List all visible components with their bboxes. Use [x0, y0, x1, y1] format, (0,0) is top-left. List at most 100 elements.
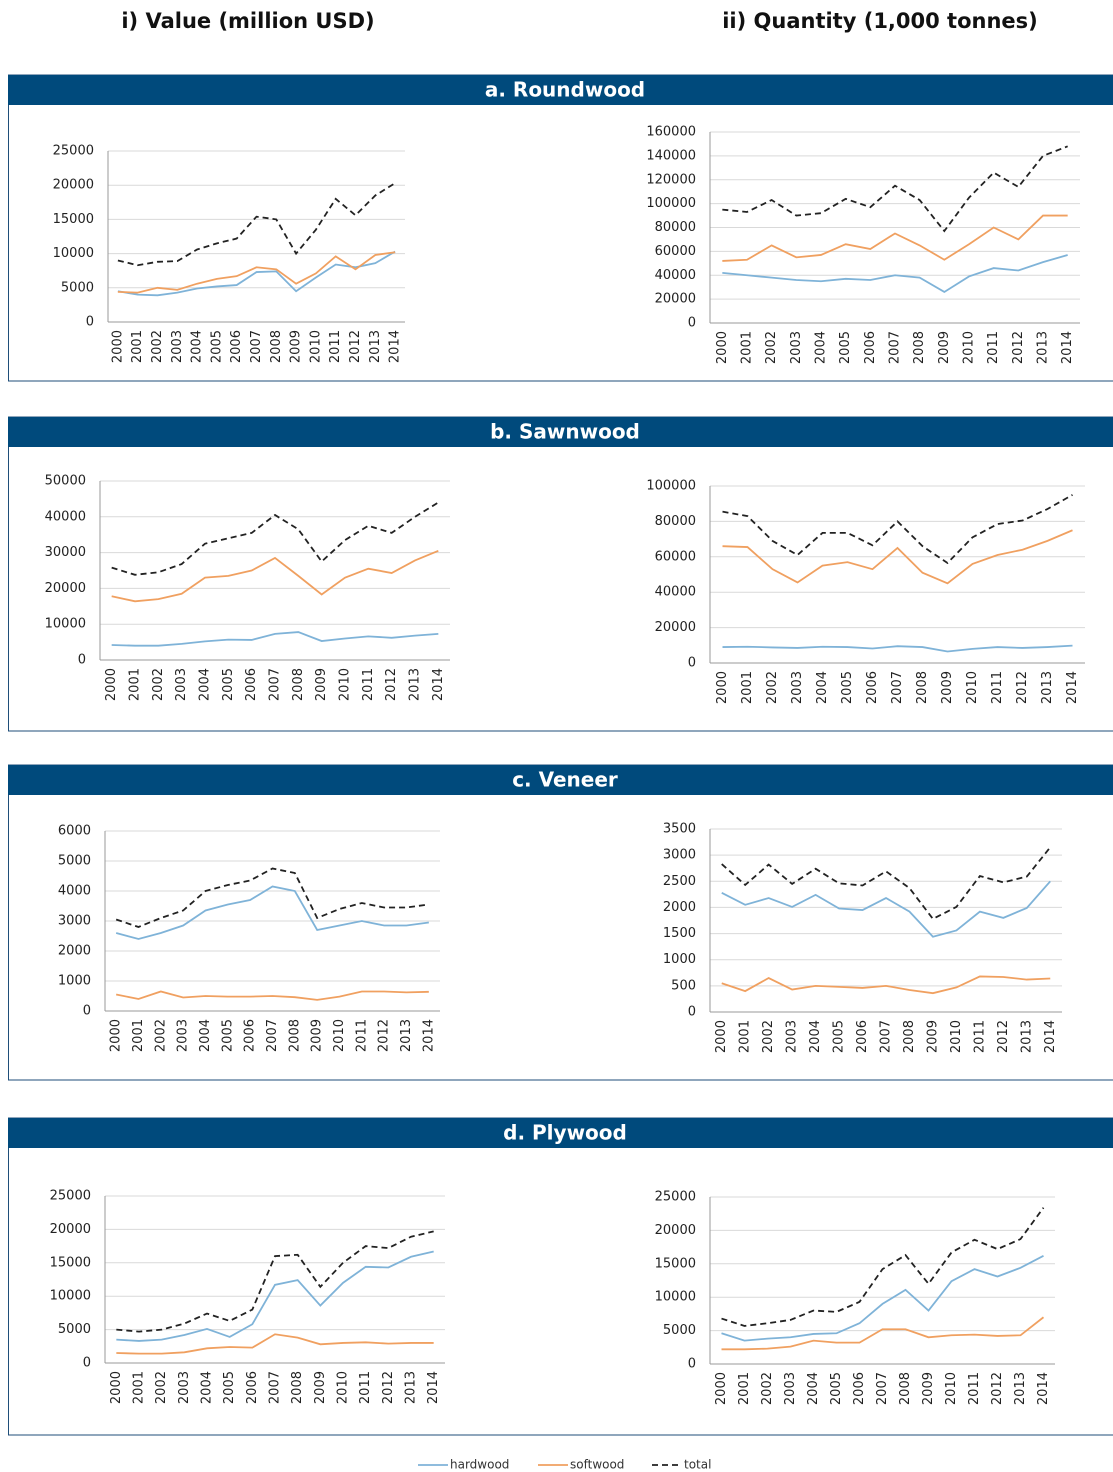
x-tick-label: 2004	[806, 1372, 821, 1405]
x-tick-label: 2008	[912, 331, 927, 364]
y-tick-label: 500	[671, 978, 696, 993]
y-tick-label: 20000	[655, 620, 696, 635]
x-tick-label: 2014	[1036, 1372, 1051, 1405]
x-tick-label: 2005	[221, 668, 236, 701]
section-title: c. Veneer	[512, 768, 618, 792]
series-line	[721, 1207, 1045, 1327]
y-tick-label: 0	[688, 316, 696, 331]
x-tick-label: 2006	[245, 1371, 260, 1404]
x-tick-label: 2002	[764, 331, 779, 364]
x-tick-label: 2012	[1011, 331, 1026, 364]
series-line	[722, 254, 1068, 294]
x-tick-label: 2010	[338, 668, 353, 701]
y-tick-label: 20000	[45, 581, 86, 596]
x-tick-label: 2013	[404, 1371, 419, 1404]
x-tick-label: 2006	[855, 1020, 870, 1053]
x-tick-label: 2005	[829, 1372, 844, 1405]
x-tick-label: 2008	[290, 1371, 305, 1404]
section-header	[8, 75, 1113, 105]
x-tick-label: 2012	[996, 1020, 1011, 1053]
x-tick-label: 2001	[131, 1019, 146, 1052]
y-tick-label: 5000	[663, 1323, 696, 1338]
x-tick-label: 2000	[109, 1019, 124, 1052]
series-line	[115, 885, 429, 940]
x-tick-label: 2008	[287, 1019, 302, 1052]
x-tick-label: 2007	[890, 671, 905, 704]
y-tick-label: 5000	[58, 1322, 91, 1337]
x-tick-label: 2013	[1036, 331, 1051, 364]
y-tick-label: 25000	[50, 1189, 91, 1204]
x-tick-label: 2007	[888, 331, 903, 364]
x-tick-label: 2003	[783, 1372, 798, 1405]
x-tick-label: 2004	[814, 331, 829, 364]
y-tick-label: 40000	[655, 585, 696, 600]
x-tick-label: 2013	[368, 330, 383, 363]
x-tick-label: 2000	[714, 1020, 729, 1053]
x-tick-label: 2001	[737, 1372, 752, 1405]
series-line	[111, 549, 439, 603]
x-tick-label: 2004	[198, 668, 213, 701]
x-tick-label: 2005	[220, 1019, 235, 1052]
section-title: d. Plywood	[503, 1121, 627, 1145]
x-tick-label: 2011	[967, 1372, 982, 1405]
section-title: a. Roundwood	[485, 78, 645, 102]
x-tick-label: 2011	[986, 331, 1001, 364]
series-line	[115, 867, 429, 928]
x-tick-label: 2006	[863, 331, 878, 364]
x-tick-label: 2008	[902, 1020, 917, 1053]
x-tick-label: 2005	[222, 1371, 237, 1404]
x-tick-label: 2010	[336, 1371, 351, 1404]
series-line	[116, 1333, 434, 1355]
y-tick-label: 0	[86, 315, 94, 330]
x-tick-label: 2001	[128, 668, 143, 701]
section-title: b. Sawnwood	[490, 420, 640, 444]
x-tick-label: 2006	[243, 1019, 258, 1052]
series-line	[721, 975, 1051, 995]
x-tick-label: 2014	[431, 668, 446, 701]
series-line	[722, 644, 1073, 653]
y-tick-label: 25000	[53, 144, 94, 159]
x-tick-label: 2001	[738, 1020, 753, 1053]
y-tick-label: 30000	[45, 545, 86, 560]
x-tick-label: 2002	[151, 668, 166, 701]
section-header	[8, 417, 1113, 447]
x-tick-label: 2001	[132, 1371, 147, 1404]
x-tick-label: 2014	[426, 1371, 441, 1404]
x-tick-label: 2014	[1060, 331, 1075, 364]
x-tick-label: 2014	[388, 330, 403, 363]
y-tick-label: 20000	[53, 178, 94, 193]
y-tick-label: 60000	[655, 244, 696, 259]
x-tick-label: 2011	[358, 1371, 373, 1404]
series-line	[722, 145, 1068, 233]
y-tick-label: 10000	[45, 617, 86, 632]
x-tick-label: 2002	[150, 330, 165, 363]
series-line	[722, 214, 1068, 262]
x-tick-label: 2007	[268, 668, 283, 701]
x-tick-label: 2000	[110, 330, 125, 363]
column-title: ii) Quantity (1,000 tonnes)	[722, 9, 1038, 33]
x-tick-label: 2008	[898, 1372, 913, 1405]
x-tick-label: 2010	[962, 331, 977, 364]
x-tick-label: 2010	[949, 1020, 964, 1053]
y-tick-label: 0	[688, 656, 696, 671]
x-tick-label: 2011	[361, 668, 376, 701]
y-tick-label: 160000	[646, 125, 696, 140]
y-tick-label: 20000	[655, 292, 696, 307]
y-tick-label: 3500	[663, 822, 696, 837]
x-tick-label: 2007	[265, 1019, 280, 1052]
y-tick-label: 2000	[58, 944, 91, 959]
x-tick-label: 2010	[308, 330, 323, 363]
y-tick-label: 2000	[663, 900, 696, 915]
y-tick-label: 40000	[655, 268, 696, 283]
y-tick-label: 10000	[53, 246, 94, 261]
x-tick-label: 2009	[925, 1020, 940, 1053]
legend-label: hardwood	[450, 1458, 509, 1472]
x-tick-label: 2009	[313, 1371, 328, 1404]
section-box	[8, 764, 1113, 1081]
x-tick-label: 2009	[921, 1372, 936, 1405]
x-tick-label: 2003	[174, 668, 189, 701]
series-line	[115, 990, 429, 1001]
y-tick-label: 80000	[655, 220, 696, 235]
x-tick-label: 2012	[381, 1371, 396, 1404]
y-tick-label: 1500	[663, 926, 696, 941]
